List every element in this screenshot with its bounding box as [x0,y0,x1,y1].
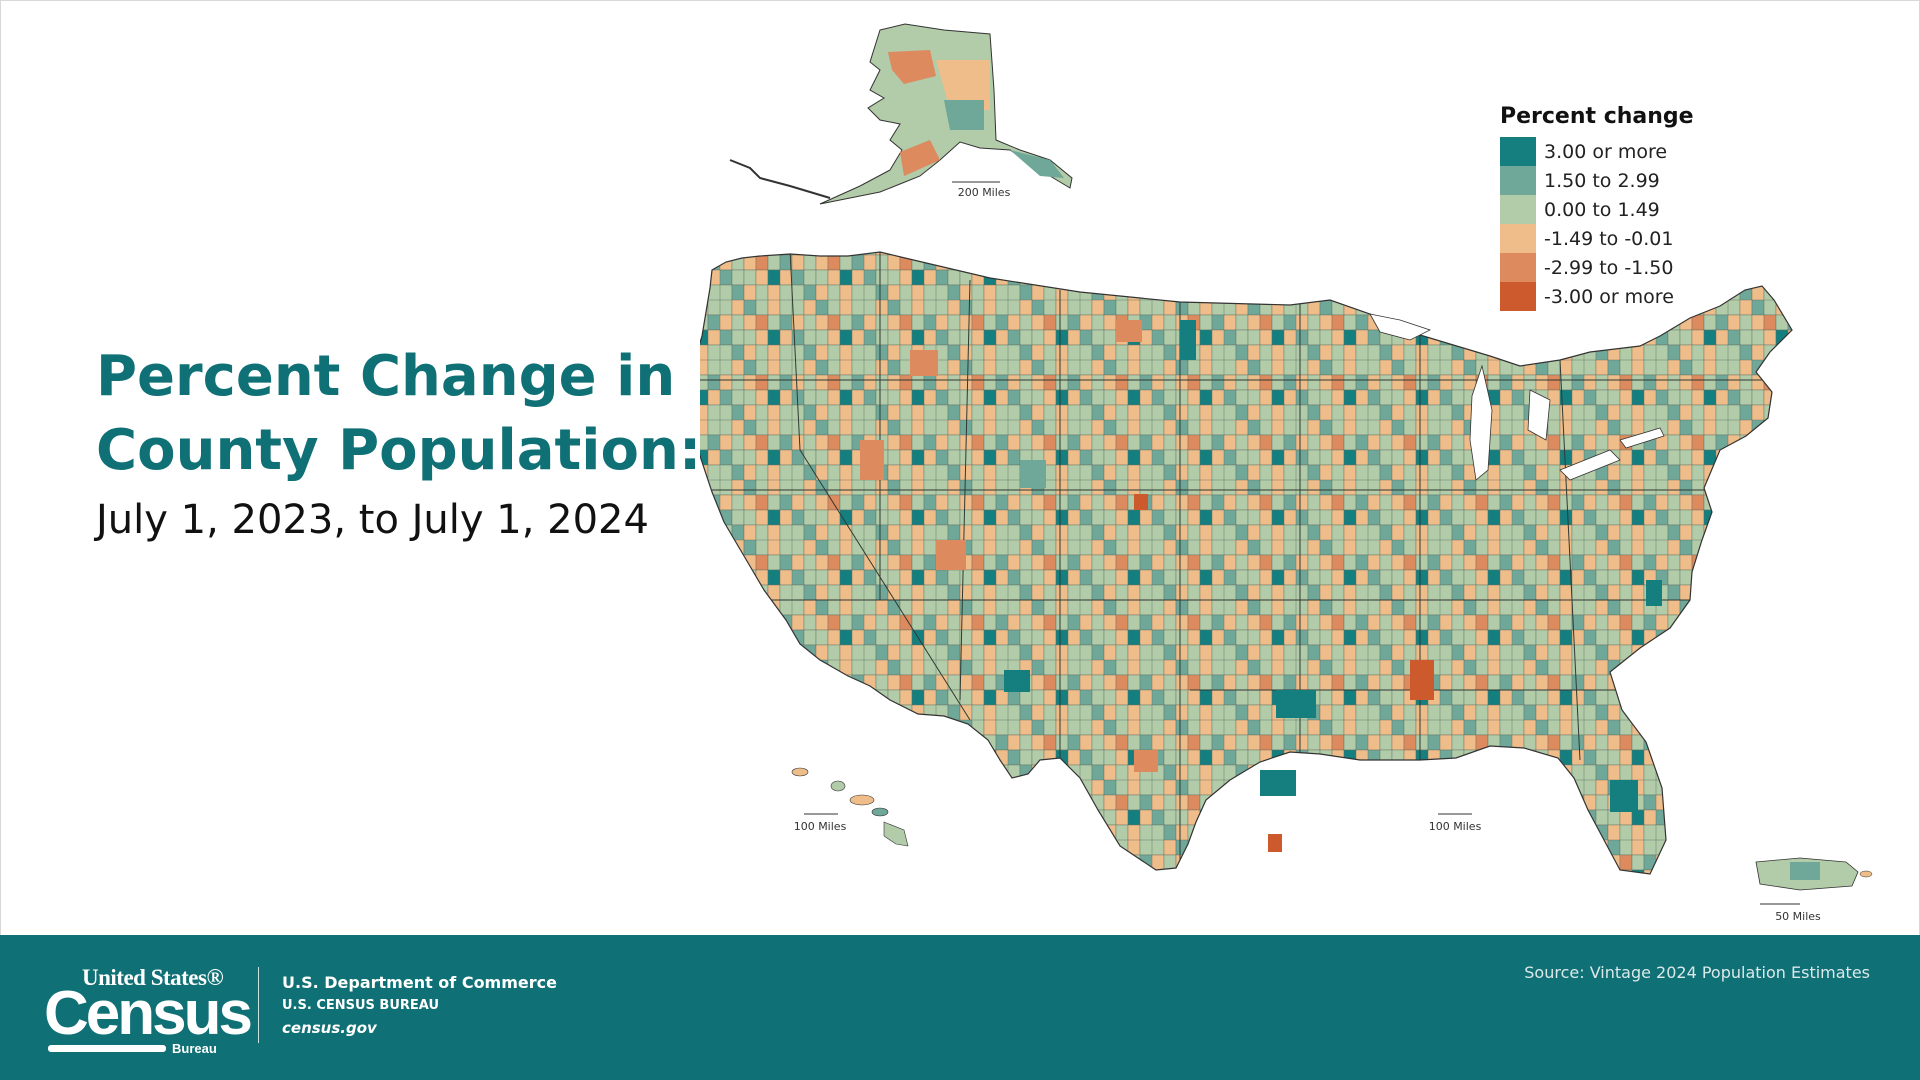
legend-item: -1.49 to -0.01 [1500,224,1694,253]
conus-scale: 100 Miles [1429,813,1482,833]
legend-swatch [1500,137,1536,166]
legend-label: 3.00 or more [1544,140,1668,163]
census-gov-link[interactable]: census.gov [282,1019,377,1037]
legend-label: -3.00 or more [1544,285,1674,308]
alaska-scale-label: 200 Miles [958,186,1011,199]
legend-title: Percent change [1500,104,1694,129]
legend-swatch [1500,224,1536,253]
source-note: Source: Vintage 2024 Population Estimate… [1524,963,1870,982]
census-logo[interactable]: United States® Census Bureau [44,965,253,1057]
map-legend: Percent change 3.00 or more 1.50 to 2.99 0… [1500,104,1694,311]
bureau-name: U.S. CENSUS BUREAU [282,998,440,1013]
alaska-map: 200 Miles [729,23,1073,205]
legend-item: 3.00 or more [1500,137,1694,166]
hawaii-scale-label: 100 Miles [794,820,847,833]
logo-united-states: United States® [82,965,224,990]
conus-scale-label: 100 Miles [1429,820,1482,833]
legend-label: 1.50 to 2.99 [1544,169,1660,192]
conus-map [700,251,1793,875]
department-info: U.S. Department of Commerce U.S. CENSUS … [282,973,557,1037]
page-subtitle: July 1, 2023, to July 1, 2024 [96,497,649,543]
title-line-1: Percent Change in [96,344,676,409]
legend-item: 0.00 to 1.49 [1500,195,1694,224]
pr-scale-label: 50 Miles [1775,910,1821,923]
dept-name: U.S. Department of Commerce [282,973,557,992]
puerto-rico-map: 50 Miles [1755,857,1873,923]
legend-swatch [1500,282,1536,311]
logo-underline [48,1045,166,1052]
footer-divider [258,967,259,1043]
title-line-2: County Population: [96,418,702,483]
page-title: Percent Change in County Population: [96,340,701,488]
legend-label: -1.49 to -0.01 [1544,227,1674,250]
legend-label: 0.00 to 1.49 [1544,198,1660,221]
legend-label: -2.99 to -1.50 [1544,256,1674,279]
hawaii-map: 100 Miles [791,767,909,847]
legend-item: -3.00 or more [1500,282,1694,311]
legend-swatch [1500,166,1536,195]
logo-census: Census [44,979,253,1048]
legend-item: 1.50 to 2.99 [1500,166,1694,195]
legend-swatch [1500,195,1536,224]
legend-swatch [1500,253,1536,282]
legend-item: -2.99 to -1.50 [1500,253,1694,282]
footer-bar: United States® Census Bureau U.S. Depart… [0,935,1920,1080]
county-population-map: 200 Miles 100 Miles 100 Miles 50 Miles [700,23,1873,923]
logo-bureau: Bureau [172,1041,217,1056]
